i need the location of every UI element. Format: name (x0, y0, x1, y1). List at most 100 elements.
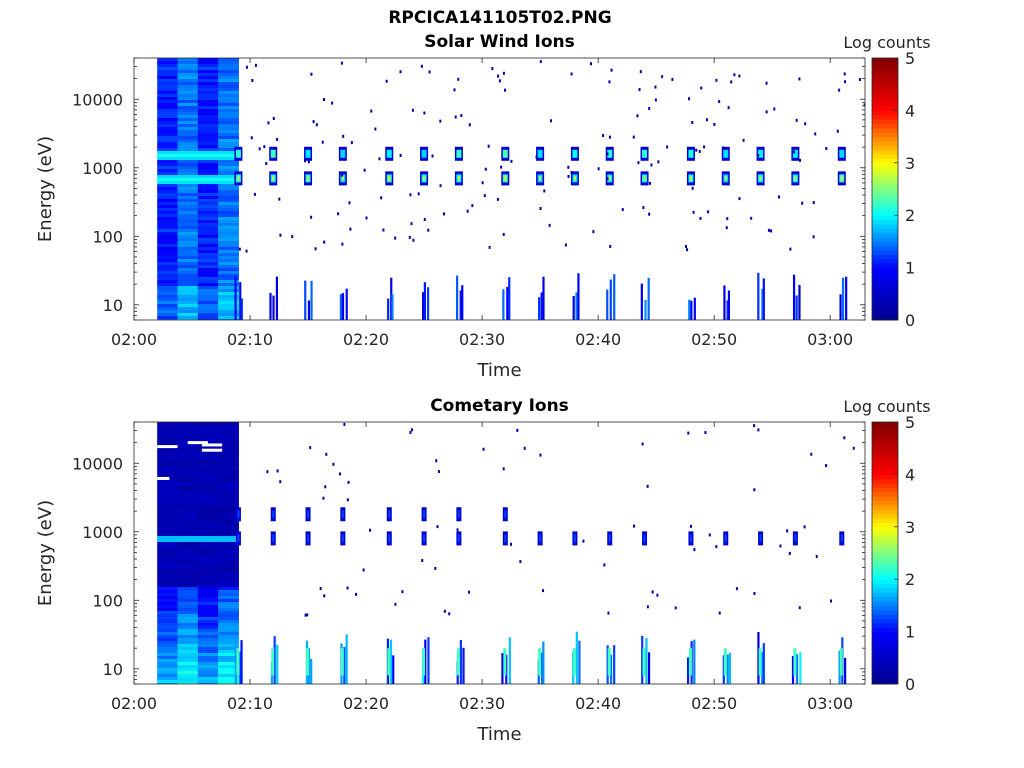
heatmap-cell (770, 229, 773, 233)
heatmap-cell (269, 292, 272, 320)
heatmap-cell (218, 232, 239, 236)
heatmap-cell (307, 160, 310, 164)
x-tick-label: 02:20 (343, 694, 389, 713)
colorbar-frame (871, 421, 899, 685)
heatmap-cell (157, 557, 179, 561)
heatmap-cell (651, 590, 654, 594)
heatmap-cell (157, 428, 179, 432)
heatmap-cell (342, 134, 345, 138)
heatmap-cell (157, 548, 179, 552)
heatmap-cell (456, 528, 459, 532)
colorbar-swatch (872, 106, 898, 111)
heatmap-cell (692, 210, 695, 214)
heatmap-cell (177, 500, 199, 504)
heatmap-cell (291, 235, 294, 239)
heatmap-cell (197, 178, 219, 182)
heatmap-cell (453, 88, 456, 92)
heatmap-cell (218, 247, 239, 251)
heatmap-cell (197, 109, 219, 113)
heatmap-cell (197, 683, 219, 684)
burst-0232 (501, 507, 511, 684)
heatmap-cell (177, 286, 199, 290)
heatmap-cell (197, 620, 219, 624)
heatmap-cell (540, 292, 543, 320)
heatmap-cell (537, 149, 543, 158)
heatmap-cell (157, 310, 179, 314)
heatmap-cell (345, 634, 348, 684)
colorbar-swatch (872, 435, 898, 440)
heatmap-cell (218, 85, 239, 89)
heatmap-cell (197, 509, 219, 513)
heatmap-cell (177, 575, 199, 579)
heatmap-cell (237, 510, 240, 519)
heatmap-cell (157, 434, 179, 438)
heatmap-cell (218, 217, 239, 221)
heatmap-cell (607, 611, 610, 615)
heatmap-cell (157, 503, 179, 507)
heatmap-cell (457, 510, 460, 519)
heatmap-cell (157, 169, 179, 173)
heatmap-cell (340, 61, 343, 65)
heatmap-cell (218, 88, 239, 92)
heatmap-cell (456, 149, 462, 158)
heatmap-cell (218, 614, 239, 618)
heatmap-cell (157, 488, 179, 492)
heatmap-cell (385, 79, 388, 83)
heatmap-cell (388, 510, 391, 519)
burst-0222 (386, 507, 395, 684)
heatmap-cell (177, 434, 199, 438)
heatmap-cell (218, 536, 239, 540)
heatmap-cell (218, 307, 239, 311)
heatmap-cell (157, 605, 179, 609)
heatmap-cell (218, 139, 239, 143)
heatmap-cell (157, 118, 179, 122)
heatmap-cell (197, 271, 219, 275)
heatmap-cell (644, 299, 647, 320)
burst-0257 (791, 531, 802, 684)
heatmap-cell (197, 85, 219, 89)
heatmap-cell (157, 437, 179, 441)
colorbar-swatch (872, 271, 898, 277)
heatmap-cell (218, 572, 239, 576)
heatmap-cell (157, 136, 179, 140)
heatmap-cell (177, 235, 199, 239)
heatmap-cell (773, 107, 776, 111)
burst-0235 (536, 146, 545, 320)
heatmap-cell (157, 256, 179, 260)
heatmap-cell (392, 655, 395, 684)
colorbar-swatch (872, 574, 898, 580)
heatmap-cell (157, 280, 179, 284)
colorbar-swatch (872, 223, 898, 229)
heatmap-cell (272, 295, 275, 320)
heatmap-cell (218, 166, 239, 170)
heatmap-cell (177, 157, 199, 161)
heatmap-cell (218, 94, 239, 98)
heatmap-cell (177, 307, 199, 311)
heatmap-cell (157, 301, 179, 305)
heatmap-cell (501, 653, 504, 684)
heatmap-cell (157, 274, 179, 278)
heatmap-cell (218, 205, 239, 209)
heatmap-cell (177, 205, 199, 209)
burst-0232 (501, 146, 511, 320)
heatmap-cell (197, 563, 219, 567)
heatmap-cell (157, 154, 179, 158)
heatmap-cell (157, 524, 179, 528)
heatmap-cell (157, 205, 179, 209)
heatmap-cell (218, 181, 239, 185)
heatmap-cell (798, 606, 801, 610)
colorbar-swatch (872, 84, 898, 90)
heatmap-cell (218, 115, 239, 119)
colorbar-swatch (872, 478, 898, 484)
heatmap-cell (218, 464, 239, 468)
heatmap-cell (218, 554, 239, 558)
heatmap-cell (218, 569, 239, 573)
colorbar-swatch (872, 276, 898, 282)
heatmap-cell (157, 470, 179, 474)
heatmap-cell (177, 241, 199, 245)
heatmap-cell (197, 148, 219, 152)
heatmap-cell (157, 298, 179, 302)
colorbar-swatch (872, 79, 898, 85)
heatmap-cell (157, 551, 179, 555)
heatmap-cell (177, 491, 199, 495)
